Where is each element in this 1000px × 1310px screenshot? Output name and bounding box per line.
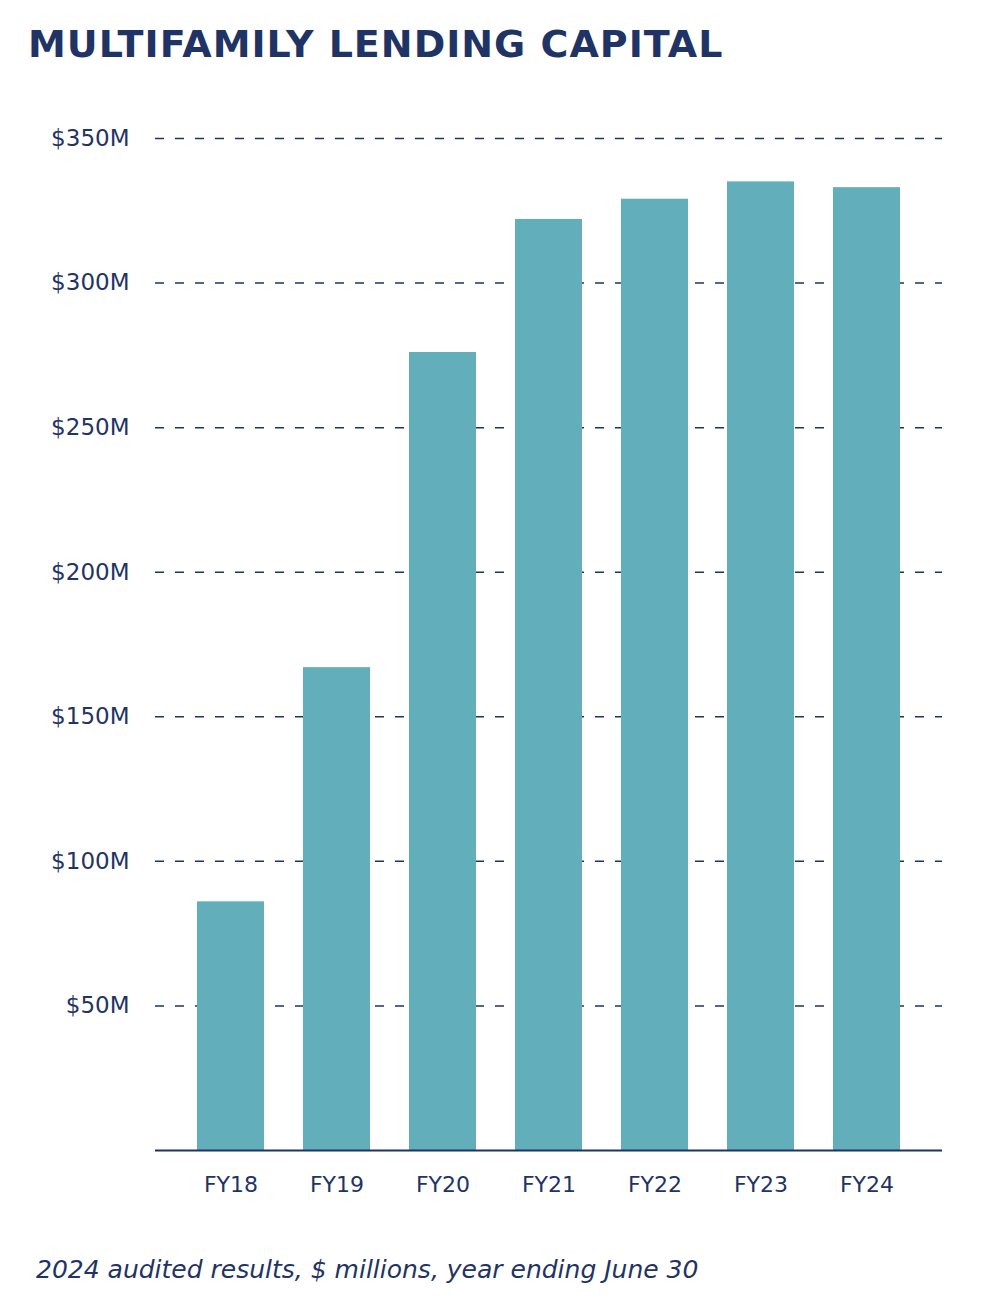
svg-text:FY21: FY21 [522, 1172, 576, 1197]
svg-text:$50M: $50M [66, 992, 130, 1018]
svg-text:$350M: $350M [51, 125, 129, 151]
svg-text:$300M: $300M [51, 269, 129, 295]
html-text:2024 audited results, $ millio: 2024 audited results, $ millions, year e… [36, 1255, 699, 1284]
svg-text:$250M: $250M [51, 414, 129, 440]
svg-text:$150M: $150M [51, 703, 129, 729]
svg-text:$200M: $200M [51, 559, 129, 585]
svg-text:FY24: FY24 [840, 1172, 894, 1197]
svg-text:FY22: FY22 [628, 1172, 682, 1197]
svg-text:$100M: $100M [51, 848, 129, 874]
html-text:MULTIFAMILY LENDING CAPITAL: MULTIFAMILY LENDING CAPITAL [28, 22, 724, 66]
svg-text:FY20: FY20 [416, 1172, 470, 1197]
svg-text:FY18: FY18 [204, 1172, 258, 1197]
svg-text:FY23: FY23 [734, 1172, 788, 1197]
svg-text:FY19: FY19 [310, 1172, 364, 1197]
